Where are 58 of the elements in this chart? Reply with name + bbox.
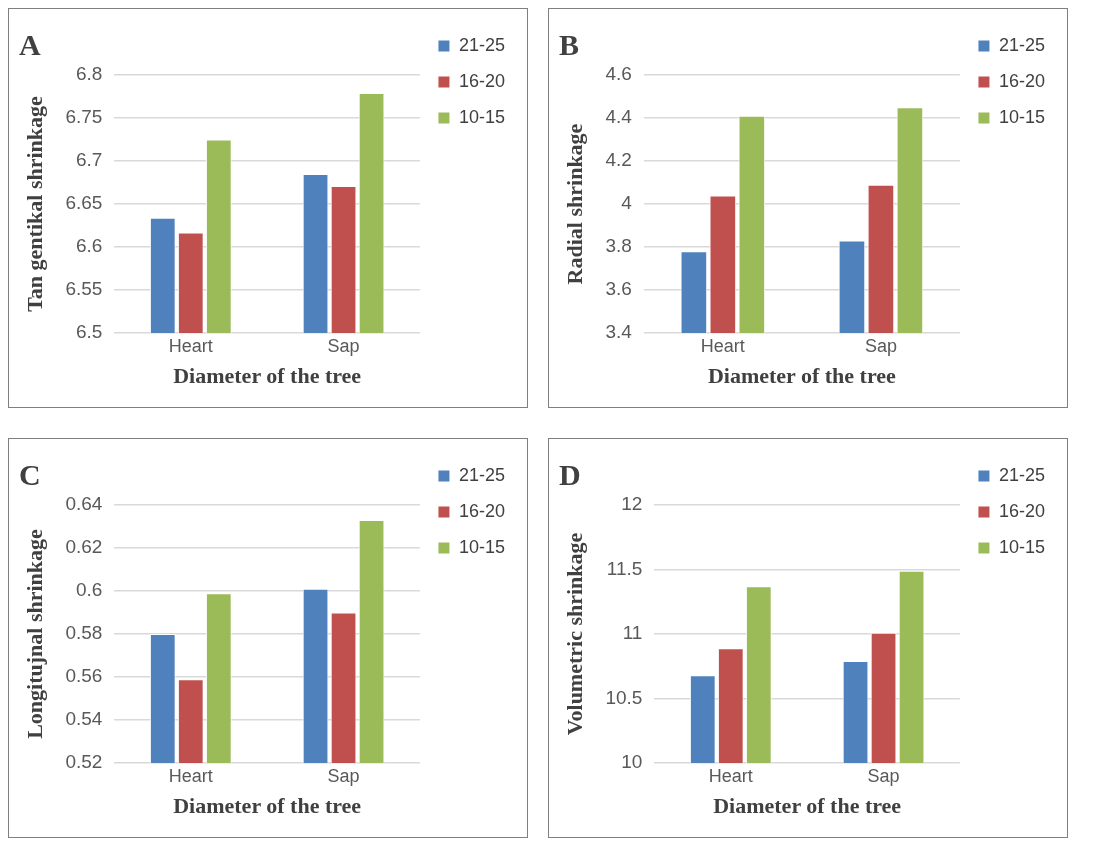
legend-label: 10-15 xyxy=(998,106,1046,127)
y-tick-label: 6.7 xyxy=(75,149,103,171)
y-tick-label: 6.75 xyxy=(65,106,103,128)
x-tick-label: Sap xyxy=(327,765,360,786)
legend-label: 21-25 xyxy=(998,34,1046,55)
chart-title: D xyxy=(559,457,581,491)
chart-title: A xyxy=(19,27,41,61)
y-tick-label: 11.5 xyxy=(606,557,643,579)
x-tick-label: Sap xyxy=(327,335,360,356)
y-tick-label: 10.5 xyxy=(605,686,643,708)
chart-title: C xyxy=(19,457,41,491)
y-tick-label: 3.8 xyxy=(605,235,632,257)
x-tick-label: Heart xyxy=(700,335,745,356)
y-tick-label: 10 xyxy=(621,751,643,773)
chart-title: B xyxy=(559,27,580,61)
x-axis-title: Diameter of the tree xyxy=(713,793,902,819)
y-tick-label: 0.52 xyxy=(65,751,103,773)
y-tick-label: 4.2 xyxy=(605,149,632,171)
x-axis-title: Diameter of the tree xyxy=(173,793,362,819)
y-tick-label: 0.54 xyxy=(65,708,103,730)
legend-label: 10-15 xyxy=(458,536,506,557)
x-tick-label: Sap xyxy=(864,335,897,356)
x-tick-label: Heart xyxy=(708,765,753,786)
y-axis-title: Volumetric shrinkage xyxy=(561,532,587,736)
x-axis-title: Diameter of the tree xyxy=(173,363,362,389)
y-tick-label: 0.6 xyxy=(75,579,103,601)
y-tick-label: 6.55 xyxy=(65,278,103,300)
y-tick-label: 6.6 xyxy=(75,235,103,257)
y-tick-label: 4.4 xyxy=(605,106,633,128)
y-tick-label: 6.5 xyxy=(75,321,103,343)
y-tick-label: 4.6 xyxy=(605,63,632,85)
legend-label: 16-20 xyxy=(458,500,506,521)
legend-label: 16-20 xyxy=(998,500,1046,521)
y-tick-label: 0.58 xyxy=(65,622,103,644)
y-tick-label: 0.56 xyxy=(65,665,103,687)
legend-label: 21-25 xyxy=(998,464,1046,485)
x-axis-title: Diameter of the tree xyxy=(707,363,897,389)
legend-label: 21-25 xyxy=(458,34,506,55)
y-tick-label: 11 xyxy=(622,622,643,644)
legend-label: 10-15 xyxy=(458,106,506,127)
y-tick-label: 4 xyxy=(621,192,633,214)
x-tick-label: Heart xyxy=(168,335,213,356)
y-axis-title: Longitujnal shrinkage xyxy=(21,528,47,739)
legend-label: 21-25 xyxy=(458,464,506,485)
y-tick-label: 6.8 xyxy=(75,63,103,85)
legend-label: 10-15 xyxy=(998,536,1046,557)
x-tick-label: Sap xyxy=(867,765,900,786)
legend-label: 16-20 xyxy=(458,70,506,91)
y-tick-label: 0.64 xyxy=(65,493,103,515)
y-tick-label: 0.62 xyxy=(65,536,103,558)
x-tick-label: Heart xyxy=(168,765,213,786)
y-axis-title: Radial shrinkage xyxy=(561,123,587,285)
legend-label: 16-20 xyxy=(998,70,1046,91)
y-tick-label: 12 xyxy=(621,493,643,515)
y-tick-label: 3.6 xyxy=(605,278,632,300)
y-tick-label: 3.4 xyxy=(605,321,633,343)
y-axis-title: Tan gentikal shrinkage xyxy=(21,95,47,312)
y-tick-label: 6.65 xyxy=(65,192,103,214)
